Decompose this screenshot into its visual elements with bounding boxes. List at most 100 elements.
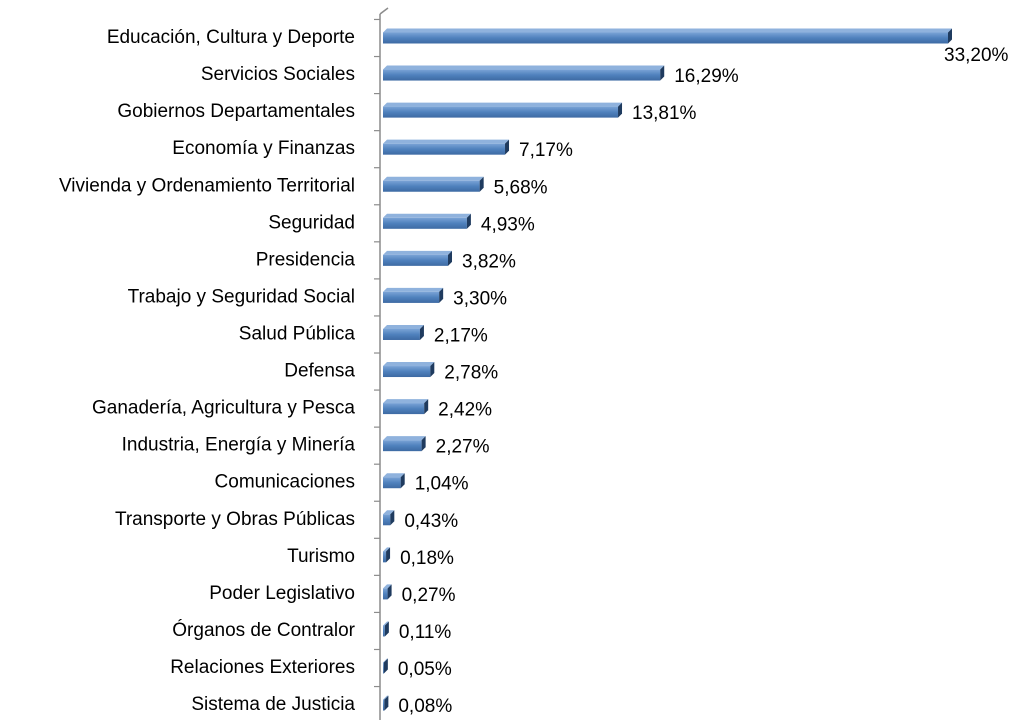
bar — [383, 510, 395, 526]
value-label: 2,17% — [434, 325, 488, 346]
bar-top — [383, 102, 623, 107]
category-label: Órganos de Contralor — [172, 619, 355, 641]
bar-front — [383, 217, 467, 229]
value-label: 0,11% — [399, 622, 452, 643]
bar — [383, 176, 484, 192]
bar-top — [383, 250, 453, 255]
bar-top — [383, 658, 388, 663]
bar — [383, 287, 444, 303]
bar — [383, 658, 388, 674]
category-label: Sistema de Justicia — [191, 694, 355, 715]
bar-side — [390, 510, 395, 526]
bar-top — [383, 399, 429, 404]
bar-top — [383, 695, 389, 700]
bar-front — [383, 662, 384, 674]
value-label: 2,42% — [438, 400, 492, 421]
value-label: 13,81% — [632, 103, 697, 124]
bar-top — [383, 213, 471, 218]
category-label: Defensa — [284, 361, 355, 382]
bar — [383, 213, 471, 229]
bar-side — [383, 658, 388, 674]
value-label: 0,27% — [402, 585, 456, 606]
bar-top — [383, 436, 426, 441]
bar — [383, 139, 510, 155]
value-label: 3,30% — [453, 288, 507, 309]
bar-side — [424, 399, 429, 415]
bar-top — [383, 584, 392, 589]
category-label: Trabajo y Seguridad Social — [128, 286, 355, 307]
bar — [383, 547, 391, 563]
axis-depth — [379, 7, 389, 15]
value-label: 3,82% — [462, 251, 516, 272]
bar-top — [383, 287, 444, 292]
category-label: Salud Pública — [239, 323, 356, 344]
bar-front — [383, 106, 619, 118]
bar-front — [383, 328, 420, 340]
bar-side — [430, 362, 435, 378]
bar-side — [466, 213, 471, 229]
bar-front — [383, 588, 388, 600]
bar-front — [383, 403, 425, 415]
category-label: Poder Legislativo — [209, 583, 355, 604]
bar-side — [384, 621, 389, 637]
category-label: Comunicaciones — [215, 472, 355, 493]
bar-side — [421, 436, 426, 452]
bar — [383, 324, 424, 340]
value-label: 1,04% — [415, 474, 469, 495]
bar-side — [660, 65, 665, 81]
bar-front — [383, 514, 391, 526]
value-label: 0,43% — [404, 511, 458, 532]
bar — [383, 436, 426, 452]
bar-front — [383, 366, 431, 378]
bar-front — [383, 291, 440, 303]
bar-front — [383, 477, 401, 489]
bar-side — [448, 250, 453, 266]
bar-side — [386, 547, 391, 563]
value-label: 7,17% — [519, 140, 573, 161]
bar-top — [383, 362, 435, 367]
bar-top — [383, 324, 424, 329]
category-label: Seguridad — [268, 212, 355, 233]
value-label: 5,68% — [494, 177, 548, 198]
bar-side — [618, 102, 623, 118]
category-label: Ganadería, Agricultura y Pesca — [92, 398, 355, 419]
category-label: Vivienda y Ordenamiento Territorial — [59, 175, 355, 196]
bar — [383, 250, 453, 266]
bar-front — [383, 254, 449, 266]
category-label: Presidencia — [256, 249, 356, 270]
bar-top — [383, 510, 395, 515]
value-label: 33,20% — [944, 45, 1009, 66]
bar-side — [419, 324, 424, 340]
bar-top — [383, 28, 952, 33]
value-label: 0,08% — [398, 696, 452, 717]
bar-front — [383, 625, 385, 637]
bar-top — [383, 547, 391, 552]
bar — [383, 362, 435, 378]
bar-side — [387, 584, 392, 600]
bar — [383, 473, 405, 489]
bar — [383, 65, 665, 81]
category-label: Gobiernos Departamentales — [117, 101, 355, 122]
bar — [383, 695, 389, 711]
bar-front — [383, 69, 661, 81]
value-label: 0,18% — [400, 548, 454, 569]
bar-side — [400, 473, 405, 489]
category-label: Educación, Cultura y Deporte — [107, 27, 355, 48]
value-label: 2,27% — [436, 437, 490, 458]
bar-top — [383, 176, 484, 181]
bar-top — [383, 621, 389, 626]
bar-side — [479, 176, 484, 192]
category-label: Industria, Energía y Minería — [122, 435, 356, 456]
bar — [383, 584, 392, 600]
category-label: Relaciones Exteriores — [170, 657, 355, 678]
category-label: Servicios Sociales — [201, 64, 355, 85]
bar — [383, 28, 952, 44]
category-label: Transporte y Obras Públicas — [115, 509, 355, 530]
bar — [383, 102, 623, 118]
bar-front — [383, 32, 948, 44]
bar-side — [505, 139, 510, 155]
value-label: 0,05% — [398, 659, 452, 680]
bar-front — [383, 551, 387, 563]
bar-side — [384, 695, 389, 711]
